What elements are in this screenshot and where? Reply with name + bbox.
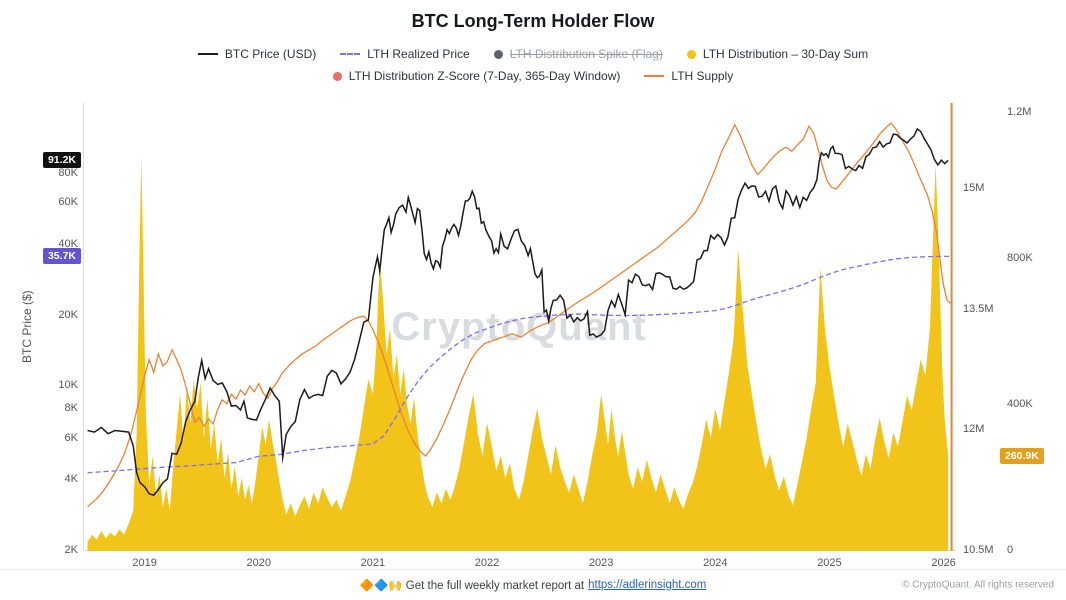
legend: BTC Price (USD) LTH Realized Price LTH Dis… — [0, 43, 1066, 87]
supply-axis-tick-12m: 12M — [963, 423, 985, 436]
left-axis-tick-20k: 20K — [58, 308, 78, 321]
footer-bar: 🔶🔷🙌 Get the full weekly market report at… — [0, 569, 1066, 599]
left-axis-title: BTC Price ($) — [20, 290, 34, 364]
legend-label: LTH Realized Price — [367, 47, 470, 61]
left-axis-tick-80k: 80K — [58, 166, 78, 179]
legend-label: LTH Supply — [671, 69, 734, 83]
legend-item-lth-distribution-spike-flag[interactable]: LTH Distribution Spike (Flag) — [493, 47, 663, 61]
chart-canvas[interactable] — [83, 103, 955, 551]
copyright-text: © CryptoQuant. All rights reserved — [902, 579, 1054, 590]
left-axis-tick-8k: 8K — [64, 402, 78, 415]
left-axis-tick-10k: 10K — [58, 379, 78, 392]
left-axis-tick-4k: 4K — [64, 473, 78, 486]
lth-supply-swatch-icon — [644, 75, 665, 77]
lth-distribution-z-score-7-day-365-day-window-swatch-icon — [332, 71, 342, 81]
promo-text: 🔶🔷🙌 Get the full weekly market report at — [359, 579, 585, 592]
btc-price-last-value-badge: 91.2K — [42, 152, 81, 169]
distribution-axis-tick-400k: 400K — [1007, 397, 1033, 410]
x-axis-tick-2023: 2023 — [588, 557, 614, 569]
supply-axis-tick-15m: 15M — [963, 182, 985, 195]
x-axis-tick-2021: 2021 — [360, 557, 386, 569]
chart-plot-area: CryptoQuant BTC Price ($) 2K4K6K8K10K20K… — [0, 87, 1066, 569]
x-axis-tick-2020: 2020 — [246, 557, 271, 569]
x-axis-tick-2024: 2024 — [703, 557, 728, 569]
legend-label: LTH Distribution – 30-Day Sum — [702, 47, 869, 61]
legend-row-2: LTH Distribution Z-Score (7-Day, 365-Day… — [0, 67, 1066, 86]
legend-item-lth-distribution-z-score-7-day-365-day-window[interactable]: LTH Distribution Z-Score (7-Day, 365-Day… — [332, 69, 621, 83]
left-axis-tick-60k: 60K — [58, 196, 78, 209]
legend-item-lth-realized-price[interactable]: LTH Realized Price — [340, 47, 470, 61]
page-title: BTC Long-Term Holder Flow — [411, 11, 655, 31]
left-axis-tick-2k: 2K — [64, 544, 78, 556]
lth-distribution-30-day-sum-swatch-icon — [686, 49, 696, 59]
legend-label: BTC Price (USD) — [224, 47, 317, 61]
lth-realized-price-swatch-icon — [340, 53, 361, 55]
distribution-axis-tick-800k: 800K — [1007, 251, 1033, 264]
lth-distribution-spike-flag-swatch-icon — [493, 49, 503, 59]
legend-row-1: BTC Price (USD) LTH Realized Price LTH Dis… — [0, 45, 1066, 64]
legend-item-lth-supply[interactable]: LTH Supply — [644, 69, 733, 83]
legend-label: LTH Distribution Spike (Flag) — [509, 47, 663, 61]
x-axis-tick-2025: 2025 — [817, 557, 842, 569]
btc-price-usd-swatch-icon — [197, 53, 218, 55]
btc-price-last-value-badge: 35.7K — [42, 248, 81, 265]
legend-item-lth-distribution-30-day-sum[interactable]: LTH Distribution – 30-Day Sum — [686, 47, 869, 61]
cryptoquant-chart-page: BTC Long-Term Holder Flow BTC Price (USD… — [0, 11, 1066, 600]
legend-label: LTH Distribution Z-Score (7-Day, 365-Day… — [348, 69, 621, 83]
x-axis-tick-2026: 2026 — [931, 557, 956, 569]
lth-distribution-last-value-badge: 260.9K — [1000, 447, 1044, 464]
distribution-axis-tick-0: 0 — [1007, 544, 1014, 556]
legend-item-btc-price-usd[interactable]: BTC Price (USD) — [197, 47, 317, 61]
left-axis-tick-40k: 40K — [58, 237, 78, 250]
supply-axis-tick-10-5m: 10.5M — [963, 544, 994, 556]
x-axis-tick-2022: 2022 — [474, 557, 500, 569]
left-axis-tick-6k: 6K — [64, 431, 78, 444]
supply-axis-tick-13-5m: 13.5M — [963, 302, 994, 315]
x-axis-tick-2019: 2019 — [132, 557, 157, 569]
report-link[interactable]: https://adlerinsight.com — [588, 578, 707, 591]
distribution-axis-tick-1-2m: 1.2M — [1007, 105, 1032, 118]
